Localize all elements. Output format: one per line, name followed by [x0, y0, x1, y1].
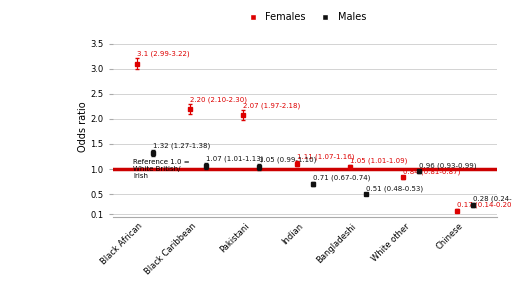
- Text: 3.1 (2.99-3.22): 3.1 (2.99-3.22): [137, 50, 189, 57]
- Text: 1.11 (1.07-1.16): 1.11 (1.07-1.16): [296, 154, 354, 160]
- Text: Reference 1.0 =
White British/
Irish: Reference 1.0 = White British/ Irish: [133, 159, 189, 179]
- Legend: Females, Males: Females, Males: [239, 8, 370, 26]
- Y-axis label: Odds ratio: Odds ratio: [78, 101, 88, 152]
- Text: 0.28 (0.24-0.33): 0.28 (0.24-0.33): [473, 195, 512, 202]
- Text: 1.07 (1.01-1.13): 1.07 (1.01-1.13): [206, 155, 264, 162]
- Text: 1.32 (1.27-1.38): 1.32 (1.27-1.38): [153, 142, 210, 149]
- Text: 0.17 (0.14-0.20): 0.17 (0.14-0.20): [457, 202, 512, 208]
- Text: 1.05 (1.01-1.09): 1.05 (1.01-1.09): [350, 157, 408, 163]
- Text: 2.20 (2.10-2.30): 2.20 (2.10-2.30): [190, 96, 247, 103]
- Text: 0.51 (0.48-0.53): 0.51 (0.48-0.53): [366, 185, 423, 192]
- Text: 0.96 (0.93-0.99): 0.96 (0.93-0.99): [419, 162, 477, 169]
- Text: 0.71 (0.67-0.74): 0.71 (0.67-0.74): [313, 175, 370, 181]
- Text: 2.07 (1.97-2.18): 2.07 (1.97-2.18): [243, 102, 301, 109]
- Text: 0.84 (0.81-0.87): 0.84 (0.81-0.87): [403, 168, 461, 175]
- Text: 1.05 (0.99-1.10): 1.05 (0.99-1.10): [259, 157, 317, 163]
